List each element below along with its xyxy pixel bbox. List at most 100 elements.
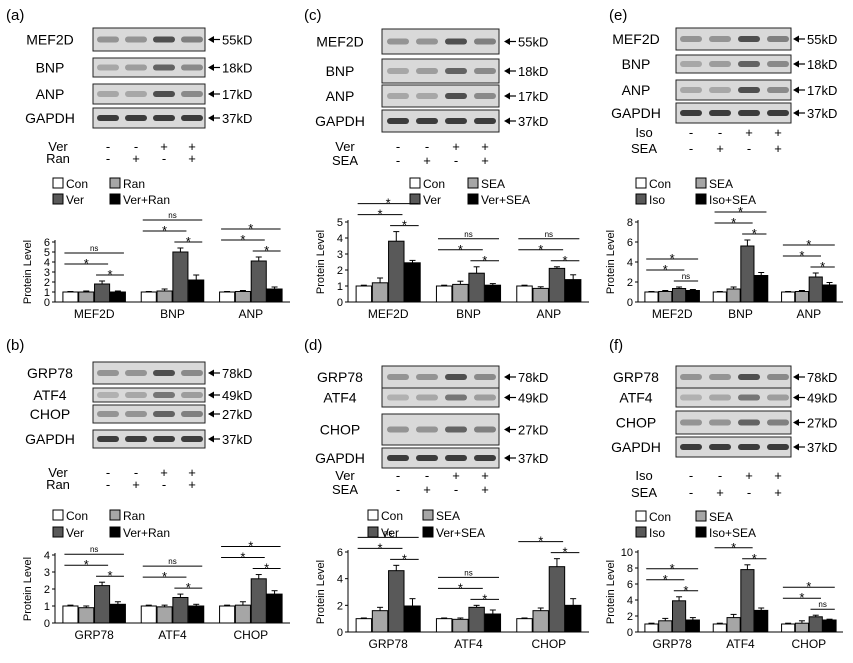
size-label: 18kD — [518, 64, 548, 79]
significance-mark: * — [378, 207, 383, 222]
significance-mark: * — [538, 534, 543, 549]
blot-band — [97, 392, 119, 398]
bar — [266, 288, 283, 303]
bar — [250, 578, 267, 624]
y-tick-label: 1 — [44, 601, 50, 613]
blot-strip — [381, 28, 500, 55]
blot-band — [474, 394, 496, 401]
bar — [781, 623, 796, 633]
y-tick-label: 3 — [44, 267, 50, 279]
significance-mark: * — [186, 234, 191, 249]
arrow-head-icon — [793, 109, 799, 117]
legend-label: Ran — [123, 177, 145, 191]
blot-band — [709, 419, 731, 426]
y-tick-label: 1 — [337, 281, 343, 293]
y-tick-label: 2 — [337, 265, 343, 277]
blot-strip — [381, 447, 500, 469]
y-tick-label: 3 — [44, 567, 50, 579]
condition-label: SEA — [631, 485, 657, 500]
legend-label: Ver+SEA — [481, 193, 530, 207]
bar — [644, 623, 659, 633]
blot-band — [474, 68, 496, 74]
condition-sign: + — [774, 125, 782, 140]
significance-mark: ns — [168, 211, 176, 220]
bar — [355, 285, 373, 303]
significance-mark: ns — [682, 272, 690, 281]
condition-label: SEA — [332, 153, 358, 168]
size-label: 17kD — [222, 87, 252, 102]
significance-mark: * — [386, 196, 391, 211]
y-tick-label: 5 — [337, 217, 343, 229]
size-label: 18kD — [222, 61, 252, 76]
significance-mark: * — [402, 551, 407, 566]
category-label: CHOP — [531, 637, 566, 651]
y-tick-label: 4 — [627, 595, 633, 607]
blot-band — [97, 370, 119, 376]
panel-letter: (b) — [6, 337, 24, 354]
blot-band — [767, 110, 789, 116]
blot-band — [680, 36, 702, 42]
legend-label: SEA — [709, 177, 733, 191]
blot-band — [680, 444, 702, 450]
condition-sign: + — [774, 485, 782, 500]
condition-sign: - — [396, 153, 400, 168]
blot-band — [445, 68, 467, 74]
condition-sign: + — [188, 477, 196, 492]
y-tick-label: 3 — [337, 249, 343, 261]
blot-strip — [92, 27, 206, 52]
bar — [404, 605, 421, 633]
condition-label: Ver — [48, 139, 68, 154]
condition-label: Iso — [635, 468, 652, 483]
y-tick-label: 2 — [627, 277, 633, 289]
bar — [808, 276, 823, 303]
blot-band — [125, 91, 147, 97]
legend-label: Con — [649, 177, 671, 191]
condition-sign: - — [396, 482, 400, 497]
condition-sign: - — [718, 125, 722, 140]
bar — [62, 291, 79, 303]
blot-band — [125, 436, 147, 442]
bar — [671, 600, 687, 633]
significance-mark: * — [482, 591, 487, 606]
arrow-head-icon — [793, 60, 799, 68]
protein-label: ANP — [326, 88, 355, 104]
y-tick-label: 10 — [621, 547, 633, 559]
blot-band — [153, 115, 175, 121]
significance-mark: * — [240, 232, 245, 247]
size-label: 37kD — [518, 114, 548, 129]
condition-sign: - — [106, 151, 110, 166]
blot-band — [767, 419, 789, 426]
blot-band — [416, 68, 438, 74]
blot-band — [153, 91, 175, 97]
bar — [468, 272, 485, 303]
significance-mark: * — [683, 583, 688, 598]
blot-band — [709, 36, 731, 42]
blot-band — [709, 110, 731, 116]
bar — [685, 619, 700, 633]
protein-label: GRP78 — [27, 365, 73, 381]
condition-label: Ver — [48, 465, 68, 480]
bar — [658, 291, 673, 303]
protein-label: ATF4 — [323, 390, 356, 406]
condition-sign: + — [452, 468, 460, 483]
bar — [94, 283, 111, 303]
blot-strip — [675, 436, 792, 458]
bar — [452, 283, 469, 303]
condition-label: Iso — [635, 125, 652, 140]
blot-band — [738, 374, 760, 380]
bar — [435, 285, 453, 303]
condition-label: Ran — [46, 151, 70, 166]
blot-strip — [381, 387, 500, 408]
blot-strip — [92, 429, 206, 449]
legend-swatch — [52, 193, 64, 205]
blot-band — [181, 115, 203, 121]
blot-band — [387, 455, 409, 461]
bar — [532, 610, 549, 633]
arrow-head-icon — [504, 426, 510, 433]
blot-band — [387, 68, 409, 74]
bar — [188, 605, 205, 624]
bar — [140, 605, 157, 624]
condition-label: Ver — [335, 468, 355, 483]
blot-band — [125, 64, 147, 71]
